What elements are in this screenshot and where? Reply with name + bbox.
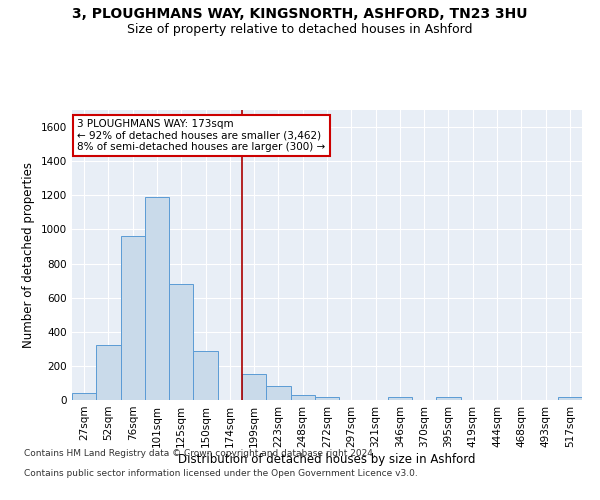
Bar	[242, 374, 266, 400]
Bar	[145, 197, 169, 400]
Bar	[436, 396, 461, 400]
Bar	[169, 284, 193, 400]
X-axis label: Distribution of detached houses by size in Ashford: Distribution of detached houses by size …	[178, 452, 476, 466]
Bar	[388, 396, 412, 400]
Text: Contains HM Land Registry data © Crown copyright and database right 2024.: Contains HM Land Registry data © Crown c…	[24, 448, 376, 458]
Text: Size of property relative to detached houses in Ashford: Size of property relative to detached ho…	[127, 22, 473, 36]
Bar	[315, 396, 339, 400]
Bar	[72, 393, 96, 400]
Text: 3 PLOUGHMANS WAY: 173sqm
← 92% of detached houses are smaller (3,462)
8% of semi: 3 PLOUGHMANS WAY: 173sqm ← 92% of detach…	[77, 118, 325, 152]
Text: 3, PLOUGHMANS WAY, KINGSNORTH, ASHFORD, TN23 3HU: 3, PLOUGHMANS WAY, KINGSNORTH, ASHFORD, …	[72, 8, 528, 22]
Bar	[96, 346, 121, 400]
Text: Contains public sector information licensed under the Open Government Licence v3: Contains public sector information licen…	[24, 468, 418, 477]
Y-axis label: Number of detached properties: Number of detached properties	[22, 162, 35, 348]
Bar	[290, 395, 315, 400]
Bar	[193, 350, 218, 400]
Bar	[121, 236, 145, 400]
Bar	[266, 386, 290, 400]
Bar	[558, 396, 582, 400]
